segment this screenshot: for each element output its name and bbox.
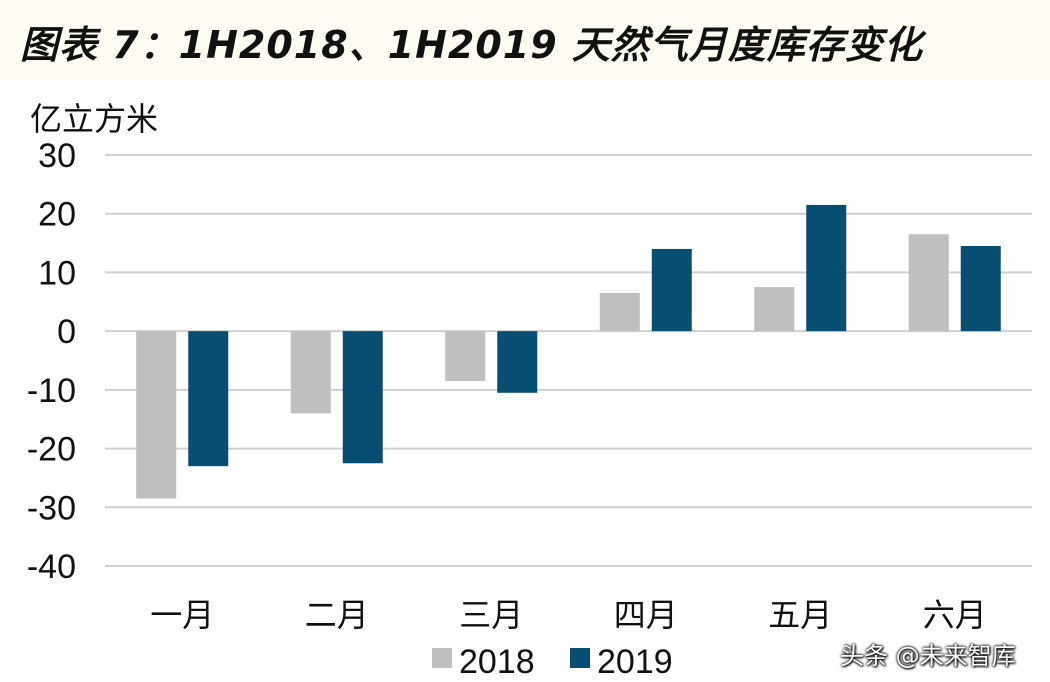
y-axis-unit-label: 亿立方米 bbox=[30, 100, 159, 138]
x-axis-categories: 一月 二月 三月 四月 五月 六月 bbox=[150, 596, 987, 634]
y-tick-label: -20 bbox=[27, 431, 76, 469]
y-tick-label: 10 bbox=[38, 254, 76, 292]
legend-label-2018: 2018 bbox=[459, 643, 535, 681]
bar-2019-2 bbox=[342, 331, 383, 464]
x-category-label: 二月 bbox=[305, 596, 369, 634]
legend-label-2019: 2019 bbox=[597, 643, 673, 681]
y-tick-label: -10 bbox=[27, 372, 76, 410]
y-tick-label: 20 bbox=[38, 196, 76, 234]
bar-2018-3 bbox=[445, 331, 486, 382]
y-tick-label: -40 bbox=[27, 548, 76, 586]
watermark: 头条 @未来智库 bbox=[840, 642, 1016, 670]
legend-swatch-2018 bbox=[432, 648, 452, 668]
y-tick-label: 30 bbox=[38, 137, 76, 175]
y-tick-label: 0 bbox=[57, 313, 76, 351]
bars bbox=[136, 204, 1001, 499]
y-tick-label: -30 bbox=[27, 489, 76, 527]
figure-title: 图表 7：1H2018、1H2019 天然气月度库存变化 bbox=[20, 23, 923, 67]
bar-2018-2 bbox=[290, 331, 331, 414]
x-category-label: 五月 bbox=[768, 596, 832, 634]
bar-2018-6 bbox=[908, 234, 949, 332]
bar-2019-5 bbox=[806, 204, 847, 332]
bar-2019-1 bbox=[188, 331, 229, 467]
bar-2019-6 bbox=[960, 246, 1001, 332]
x-category-label: 六月 bbox=[923, 596, 987, 634]
bar-2018-4 bbox=[599, 292, 640, 332]
x-category-label: 四月 bbox=[614, 596, 678, 634]
bar-2018-1 bbox=[136, 331, 177, 499]
bar-2019-3 bbox=[497, 331, 538, 393]
figure-title-band: 图表 7：1H2018、1H2019 天然气月度库存变化 bbox=[0, 0, 1050, 80]
bar-2019-4 bbox=[651, 248, 692, 332]
bar-2018-5 bbox=[754, 287, 795, 332]
y-axis-ticks: 30 20 10 0 -10 -20 -30 -40 bbox=[27, 137, 76, 586]
x-category-label: 一月 bbox=[150, 596, 214, 634]
legend-swatch-2019 bbox=[570, 648, 590, 668]
gridlines bbox=[105, 154, 1032, 567]
x-category-label: 三月 bbox=[459, 596, 523, 634]
legend: 2018 2019 bbox=[432, 643, 673, 681]
